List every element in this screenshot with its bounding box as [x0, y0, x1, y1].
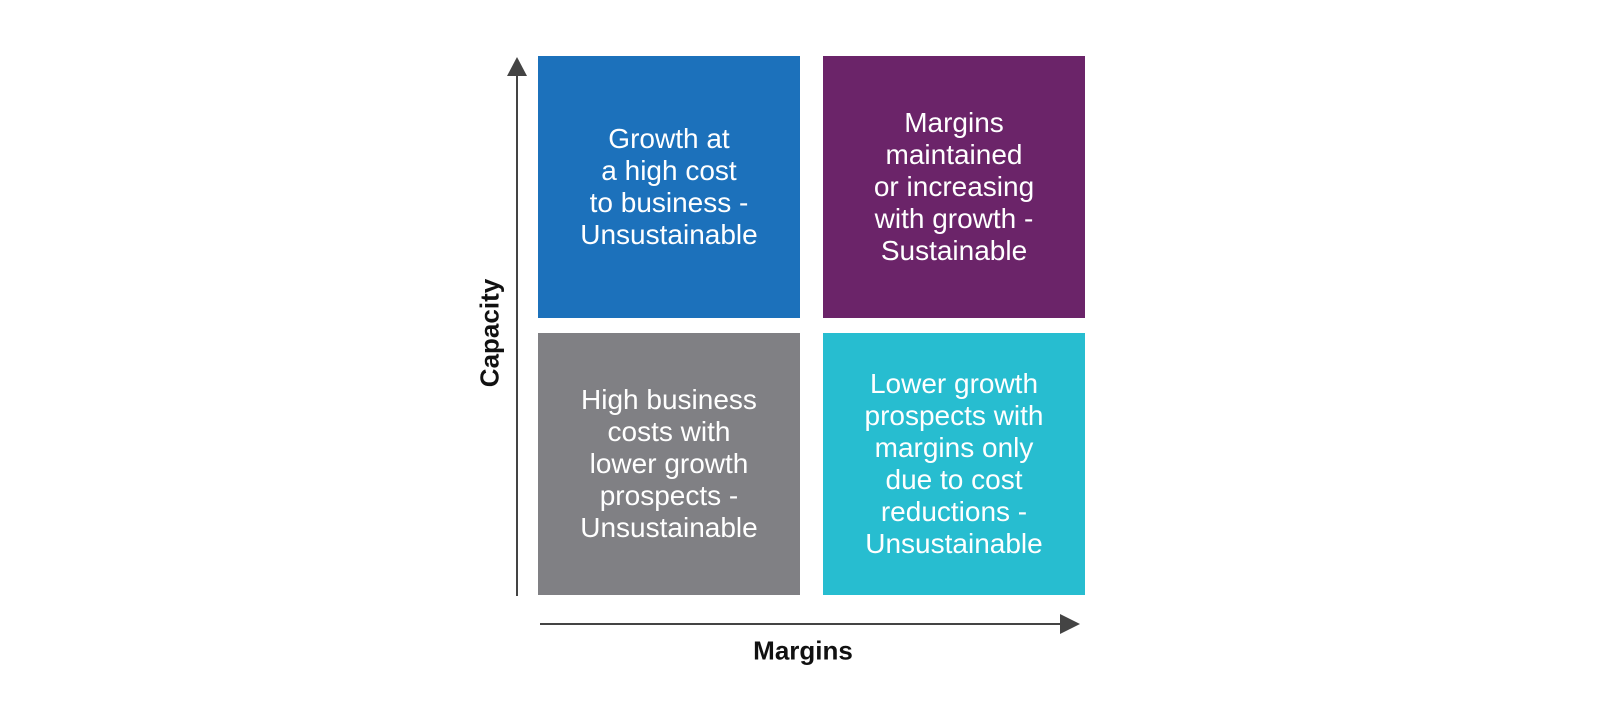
quadrant-top-right-text: Margins maintained or increasing with gr… [873, 107, 1035, 266]
y-axis-arrowhead [507, 57, 527, 76]
x-axis-label: Margins [753, 635, 853, 666]
x-axis-arrowhead [1060, 614, 1080, 634]
quadrant-bottom-left: High business costs with lower growth pr… [538, 333, 800, 595]
quadrant-top-left: Growth at a high cost to business - Unsu… [538, 56, 800, 318]
quadrant-bottom-right: Lower growth prospects with margins only… [823, 333, 1085, 595]
quadrant-bottom-left-text: High business costs with lower growth pr… [580, 384, 758, 543]
quadrant-top-right: Margins maintained or increasing with gr… [823, 56, 1085, 318]
quadrant-top-left-text: Growth at a high cost to business - Unsu… [580, 123, 758, 250]
y-axis-label: Capacity [474, 278, 505, 388]
quadrant-bottom-right-text: Lower growth prospects with margins only… [864, 368, 1044, 559]
